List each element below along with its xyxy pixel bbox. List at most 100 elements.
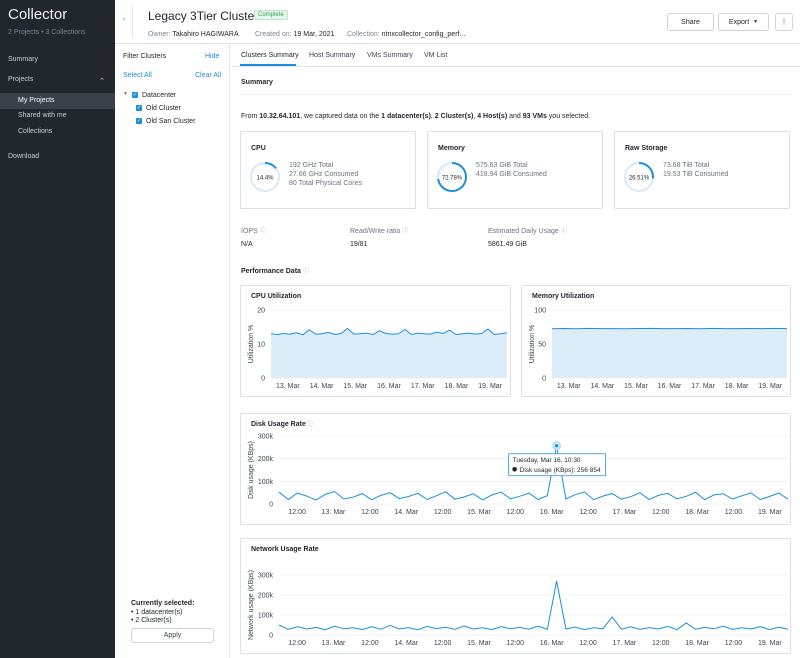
summary-divider — [240, 94, 791, 95]
chart3-xtick: 18. Mar — [685, 640, 709, 647]
chevron-up-icon: ⌃ — [99, 78, 105, 85]
chart1-ytick: 50 — [538, 342, 546, 349]
chart2-xtick: 12:00 — [361, 509, 379, 516]
page-header: ‹ Legacy 3Tier Cluster Complete Owner: T… — [115, 0, 800, 44]
datacenter-label: Datacenter — [142, 92, 177, 99]
chart0-area — [271, 328, 507, 378]
chart2-title: Disk Usage Rate — [251, 421, 306, 428]
chart2-xtick: 12:00 — [434, 509, 452, 516]
cpu-gauge: 14.4% — [250, 162, 280, 192]
performance-heading-text: Performance Data — [241, 268, 301, 275]
memory-gauge: 72.78% — [437, 162, 467, 192]
hide-filter-link[interactable]: Hide — [205, 53, 220, 60]
chart0-xtick: 14. Mar — [310, 383, 334, 390]
rw-label: Read/Write ratio ⓘ — [350, 226, 408, 235]
info-icon[interactable]: ⓘ — [402, 229, 409, 235]
nav-summary[interactable]: Summary — [0, 56, 115, 66]
brand-subtitle: 2 Projects • 3 Collections — [8, 29, 86, 36]
nav-my-projects[interactable]: My Projects — [0, 93, 115, 109]
chevron-down-icon[interactable]: ▼ — [123, 91, 128, 97]
info-icon[interactable]: ⓘ — [302, 269, 309, 275]
storage-title: Raw Storage — [625, 145, 668, 152]
status-badge: Complete — [254, 10, 288, 20]
chart2-xtick: 15. Mar — [467, 509, 491, 516]
chart3-title: Network Usage Rate — [251, 546, 319, 553]
checkbox-datacenter[interactable]: ✓ — [132, 92, 138, 98]
intro-ip: 10.32.64.101 — [259, 113, 301, 120]
chart2-xtick: 16. Mar — [540, 509, 564, 516]
select-all-link[interactable]: Select All — [123, 72, 152, 79]
intro-clusters: 2 Cluster(s) — [434, 113, 474, 120]
currently-selected-title: Currently selected: — [131, 600, 195, 607]
more-options-button[interactable]: ⋮ — [775, 13, 793, 31]
storage-gauge: 26.51% — [624, 162, 654, 192]
nav-projects[interactable]: Projects ⌃ — [0, 76, 115, 86]
memory-gauge-label: 72.78% — [442, 176, 463, 182]
rw-value: 19/81 — [350, 241, 368, 248]
chart2-hover-point[interactable] — [554, 443, 560, 449]
owner-value: Takahiro HAGIWARA — [172, 31, 239, 38]
tabs-divider — [231, 66, 800, 67]
chart3-xtick: 16. Mar — [540, 640, 564, 647]
back-chevron-icon[interactable]: ‹ — [123, 16, 126, 23]
chart3-ytick: 0 — [269, 633, 273, 640]
chart3-ytick: 200k — [258, 593, 274, 600]
chart2-ytick: 200k — [258, 456, 274, 463]
cluster-label-1: Old San Cluster — [146, 118, 196, 125]
chart1-xtick: 14. Mar — [590, 383, 614, 390]
chart2-ytick: 300k — [258, 434, 274, 441]
tab-clusters-summary[interactable]: Clusters Summary — [241, 52, 299, 59]
chart3-xtick: 13. Mar — [322, 640, 346, 647]
info-icon[interactable]: ⓘ — [307, 420, 313, 428]
apply-button[interactable]: Apply — [131, 628, 214, 643]
rw-label-text: Read/Write ratio — [350, 228, 401, 235]
chart0-xtick: 15. Mar — [343, 383, 367, 390]
app-brand: Collector — [8, 6, 68, 23]
daily-label-text: Estimated Daily Usage — [488, 228, 559, 235]
share-button[interactable]: Share — [667, 13, 714, 31]
collection-value: ntnxcollector_config_perf... — [381, 31, 466, 38]
intro-c1: , — [430, 113, 435, 120]
nav-shared[interactable]: Shared with me — [0, 112, 115, 122]
page-title: Legacy 3Tier Cluster — [148, 9, 259, 23]
intro-vms: 93 VMs — [522, 113, 547, 120]
cpu-utilization-svg: CPU Utilization 20 10 0 Utilization % 13. Mar… — [248, 293, 508, 390]
chart3-ytick: 300k — [258, 573, 274, 580]
cpu-line-1: 27.66 GHz Consumed — [289, 171, 359, 178]
tab-host-summary[interactable]: Host Summary — [309, 52, 356, 59]
cpu-utilization-chart: CPU Utilization 20 10 0 Utilization % 13. Mar… — [240, 285, 511, 397]
chart1-xtick: 16. Mar — [658, 383, 682, 390]
info-icon[interactable]: ⓘ — [560, 229, 567, 235]
info-icon[interactable]: ⓘ — [259, 229, 266, 235]
cpu-gauge-label: 14.4% — [256, 176, 274, 182]
intro-hosts: 4 Host(s) — [477, 113, 508, 120]
chart2-xtick: 19. Mar — [758, 509, 782, 516]
nav-collections[interactable]: Collections — [0, 128, 115, 138]
owner-label: Owner: — [148, 31, 171, 38]
chart3-xtick: 14. Mar — [394, 640, 418, 647]
chart2-ylabel: Disk usage (KBps) — [248, 441, 255, 499]
chart2-tooltip-value: Disk usage (KBps): 256 854 — [520, 467, 601, 474]
memory-utilization-chart: Memory Utilization 100 50 0 Utilization % 13.… — [521, 285, 791, 397]
selected-item-1: • 2 Cluster(s) — [131, 617, 172, 624]
chart3-xtick: 15. Mar — [467, 640, 491, 647]
chart0-xtick: 16. Mar — [377, 383, 401, 390]
cpu-line-2: 80 Total Physical Cores — [289, 180, 363, 187]
chart3-xtick: 12:00 — [434, 640, 452, 647]
checkbox-old-san-cluster[interactable]: ✓ — [136, 118, 142, 124]
tab-vm-list[interactable]: VM List — [424, 52, 448, 59]
chart2-xtick: 13. Mar — [322, 509, 346, 516]
header-divider — [132, 6, 133, 38]
filter-title: Filter Clusters — [123, 53, 167, 60]
clear-all-link[interactable]: Clear All — [195, 72, 222, 79]
intro-c2: , — [473, 113, 478, 120]
tab-vms-summary[interactable]: VMs Summary — [367, 52, 413, 59]
export-button[interactable]: Export ▼ — [718, 13, 769, 31]
cluster-label-0: Old Cluster — [146, 105, 182, 112]
chart1-xtick: 15. Mar — [624, 383, 648, 390]
chart0-ytick: 10 — [257, 342, 265, 349]
chart3-ytick: 100k — [258, 613, 274, 620]
network-usage-svg: Network Usage Rate 300k 200k 100k 0 Network u… — [248, 546, 789, 647]
checkbox-old-cluster[interactable]: ✓ — [136, 105, 142, 111]
nav-download[interactable]: Download — [0, 153, 115, 163]
